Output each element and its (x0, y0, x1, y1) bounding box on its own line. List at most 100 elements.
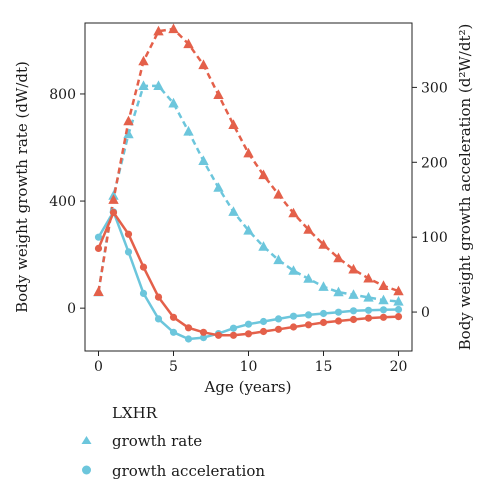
triangle-point (303, 224, 314, 234)
triangle-point (378, 294, 389, 305)
triangle-point (393, 285, 404, 296)
legend-title: LXHR (112, 404, 158, 422)
triangle-point (168, 23, 179, 34)
circle-point (199, 328, 208, 336)
legend: LXHR growth rate growth acceleration (81, 404, 265, 480)
triangle-point (213, 182, 224, 192)
right-y-tick-label: 200 (421, 155, 448, 171)
circle-point (364, 314, 373, 322)
triangle-point (288, 207, 299, 218)
triangle-point (228, 206, 239, 216)
circle-point (364, 306, 373, 314)
left-y-tick-label: 0 (67, 301, 76, 317)
circle-point (334, 308, 343, 316)
triangle-point (288, 265, 299, 275)
circle-point (244, 330, 253, 338)
triangle-point (93, 286, 104, 296)
triangle-point (123, 115, 134, 126)
triangle-point (213, 89, 224, 99)
triangle-point (273, 254, 284, 265)
triangle-point (138, 80, 149, 90)
circle-point (184, 324, 193, 332)
triangle-point (378, 280, 389, 290)
triangle-point (123, 128, 134, 139)
circle-point (379, 313, 388, 321)
circle-point (124, 248, 133, 256)
triangle-point (168, 97, 179, 108)
circle-point (169, 328, 178, 336)
triangle-point (198, 155, 209, 165)
x-tick-label: 15 (315, 359, 333, 375)
triangle-point (348, 263, 359, 274)
x-tick-label: 10 (240, 359, 258, 375)
triangle-point (303, 273, 314, 283)
circle-point (139, 289, 148, 297)
x-tick-label: 5 (169, 359, 178, 375)
series-0 (93, 80, 404, 306)
circle-point (94, 233, 103, 241)
x-tick-label: 0 (94, 359, 103, 375)
right-y-tick-label: 100 (421, 230, 448, 246)
triangle-point (363, 291, 374, 302)
triangle-point (318, 239, 329, 249)
circle-point (184, 335, 193, 343)
x-axis: 0 5 10 15 20 (94, 351, 407, 375)
left-y-axis: 0 400 800 (49, 87, 85, 317)
left-y-tick-label: 400 (49, 194, 76, 210)
right-y-tick-label: 300 (421, 80, 448, 96)
circle-point (154, 293, 163, 301)
right-y-axis: 0 100 200 300 (412, 80, 448, 321)
circle-point (349, 307, 358, 315)
series-3 (94, 208, 403, 339)
legend-triangle-icon (81, 436, 92, 444)
triangle-point (228, 119, 239, 129)
triangle-point (183, 38, 194, 49)
triangle-point (333, 286, 344, 297)
triangle-point (243, 147, 254, 158)
series-1 (93, 23, 404, 296)
circle-point (244, 320, 253, 328)
circle-point (289, 312, 298, 320)
triangle-point (363, 272, 374, 283)
circle-point (304, 311, 313, 319)
right-y-tick-label: 0 (421, 305, 430, 321)
triangle-point (273, 189, 284, 199)
circle-point (394, 313, 403, 321)
left-y-tick-label: 800 (49, 87, 76, 103)
circle-point (154, 315, 163, 323)
triangle-point (153, 80, 164, 90)
circle-point (334, 317, 343, 325)
series-line (97, 27, 399, 293)
circle-point (109, 208, 118, 217)
circle-point (289, 323, 298, 331)
triangle-point (108, 194, 119, 204)
triangle-point (183, 125, 194, 136)
triangle-point (138, 55, 149, 66)
series-layer (93, 23, 404, 343)
circle-point (259, 317, 268, 326)
series-2 (94, 208, 403, 343)
plot-frame (84, 22, 413, 352)
triangle-point (258, 169, 269, 180)
circle-point (394, 305, 403, 314)
circle-point (274, 315, 283, 323)
triangle-point (333, 252, 344, 263)
triangle-point (243, 225, 254, 235)
triangle-point (153, 25, 164, 36)
x-tick-label: 20 (390, 359, 408, 375)
triangle-point (393, 296, 404, 306)
right-y-axis-title: Body weight growth acceleration (d²W/dt²… (456, 24, 474, 351)
circle-point (379, 306, 388, 314)
legend-circle-icon (82, 465, 91, 475)
triangle-point (198, 59, 209, 70)
circle-point (139, 263, 148, 271)
circle-point (319, 318, 328, 327)
triangle-point (348, 289, 359, 299)
circle-point (199, 334, 208, 342)
x-axis-title: Age (years) (204, 378, 292, 396)
triangle-point (318, 281, 329, 291)
circle-point (349, 315, 358, 324)
circle-point (229, 324, 238, 332)
left-y-axis-title: Body weight growth rate (dW/dt) (13, 61, 31, 313)
